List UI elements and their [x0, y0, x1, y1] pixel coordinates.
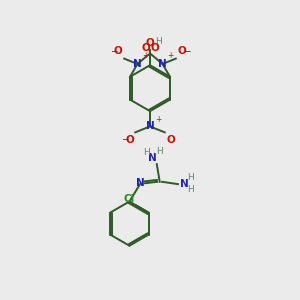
Text: O: O [166, 135, 175, 145]
Text: H: H [155, 37, 162, 46]
Text: H: H [187, 185, 194, 194]
Text: O: O [150, 43, 159, 53]
Text: +: + [167, 51, 174, 60]
Text: N: N [146, 122, 154, 131]
Text: N: N [136, 178, 145, 188]
Text: N: N [148, 153, 157, 163]
Text: −: − [183, 47, 190, 56]
Text: O: O [146, 38, 154, 48]
Text: −: − [110, 47, 117, 56]
Text: −: − [121, 134, 128, 143]
Text: +: + [155, 115, 161, 124]
Text: O: O [125, 135, 134, 145]
Text: N: N [133, 59, 142, 69]
Text: N: N [180, 179, 189, 189]
Text: H: H [143, 148, 150, 157]
Text: +: + [142, 51, 148, 60]
Text: H: H [156, 147, 163, 156]
Text: Cl: Cl [124, 194, 135, 204]
Text: O: O [141, 43, 150, 53]
Text: O: O [114, 46, 123, 56]
Text: O: O [177, 46, 186, 56]
Text: H: H [187, 173, 194, 182]
Text: N: N [158, 59, 167, 69]
